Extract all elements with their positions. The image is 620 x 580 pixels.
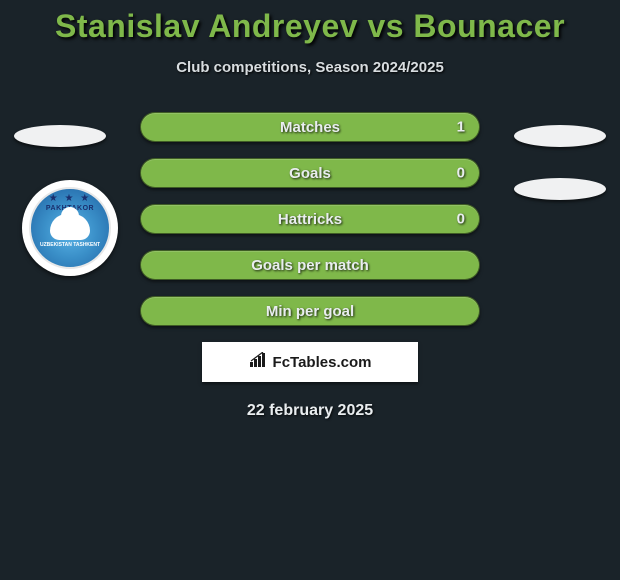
badge-cloud-icon — [50, 214, 90, 240]
bars-chart-icon — [249, 352, 269, 373]
stat-value-right: 0 — [457, 211, 465, 228]
page-title: Stanislav Andreyev vs Bounacer — [0, 8, 620, 45]
attribution-text: FcTables.com — [273, 354, 372, 371]
stat-label: Min per goal — [266, 303, 354, 320]
page-subtitle: Club competitions, Season 2024/2025 — [0, 59, 620, 76]
player-left-placeholder-icon — [14, 125, 106, 147]
stat-label: Hattricks — [278, 211, 342, 228]
stat-row-matches: Matches 1 — [140, 112, 480, 142]
stat-row-hattricks: Hattricks 0 — [140, 204, 480, 234]
stat-label: Matches — [280, 119, 340, 136]
stat-label: Goals per match — [251, 257, 369, 274]
root-container: Stanislav Andreyev vs Bounacer Club comp… — [0, 0, 620, 420]
stat-row-goals-per-match: Goals per match — [140, 250, 480, 280]
club-badge-inner: ★ ★ ★ PAKHTAKOR UZBEKISTAN TASHKENT — [29, 187, 111, 269]
player-right-placeholder-icon-2 — [514, 178, 606, 200]
stat-row-min-per-goal: Min per goal — [140, 296, 480, 326]
badge-bottom-text: UZBEKISTAN TASHKENT — [40, 242, 100, 248]
stat-value-right: 1 — [457, 119, 465, 136]
attribution-box[interactable]: FcTables.com — [202, 342, 418, 382]
date-label: 22 february 2025 — [0, 402, 620, 420]
badge-stars-icon: ★ ★ ★ — [49, 193, 91, 204]
player-right-placeholder-icon-1 — [514, 125, 606, 147]
stat-label: Goals — [289, 165, 331, 182]
stats-area: Matches 1 Goals 0 Hattricks 0 Goals per … — [140, 112, 480, 326]
club-badge: ★ ★ ★ PAKHTAKOR UZBEKISTAN TASHKENT — [22, 180, 118, 276]
stat-row-goals: Goals 0 — [140, 158, 480, 188]
stat-value-right: 0 — [457, 165, 465, 182]
